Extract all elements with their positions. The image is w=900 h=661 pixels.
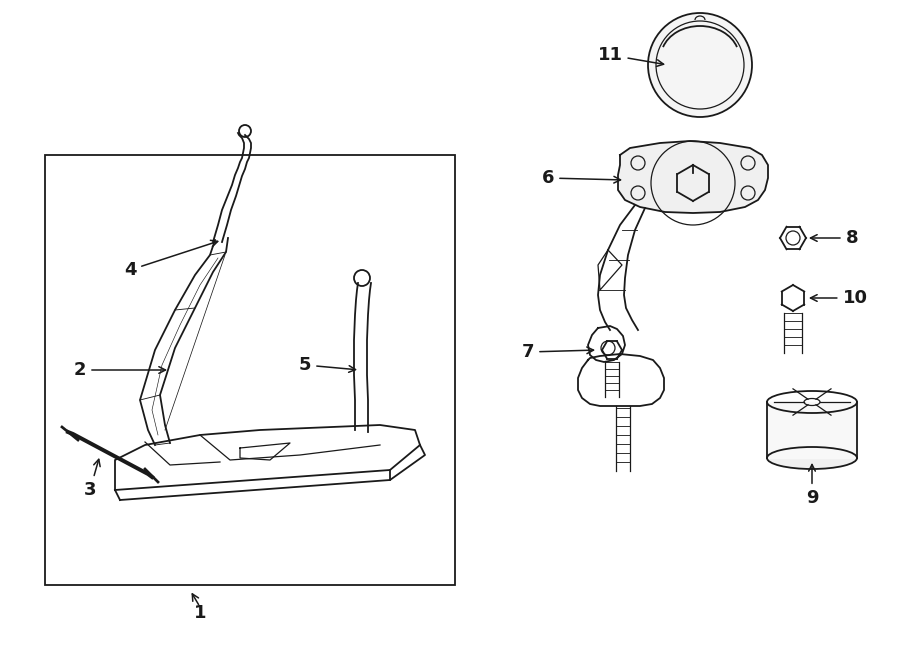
Text: 3: 3 — [84, 459, 100, 499]
Circle shape — [648, 13, 752, 117]
Polygon shape — [115, 425, 420, 490]
Text: 11: 11 — [598, 46, 663, 66]
Text: 5: 5 — [299, 356, 356, 374]
Polygon shape — [767, 402, 857, 458]
Text: 2: 2 — [74, 361, 166, 379]
Polygon shape — [240, 443, 290, 460]
Polygon shape — [588, 326, 625, 362]
Text: 1: 1 — [194, 604, 206, 622]
Text: 4: 4 — [124, 241, 218, 279]
Bar — [45, 155, 455, 585]
Ellipse shape — [767, 447, 857, 469]
Text: 10: 10 — [811, 289, 868, 307]
Text: 9: 9 — [806, 465, 818, 507]
Text: 7: 7 — [522, 343, 593, 361]
Polygon shape — [578, 354, 664, 406]
Polygon shape — [598, 250, 622, 290]
Polygon shape — [618, 141, 768, 213]
Text: 8: 8 — [811, 229, 859, 247]
Text: 6: 6 — [542, 169, 620, 187]
